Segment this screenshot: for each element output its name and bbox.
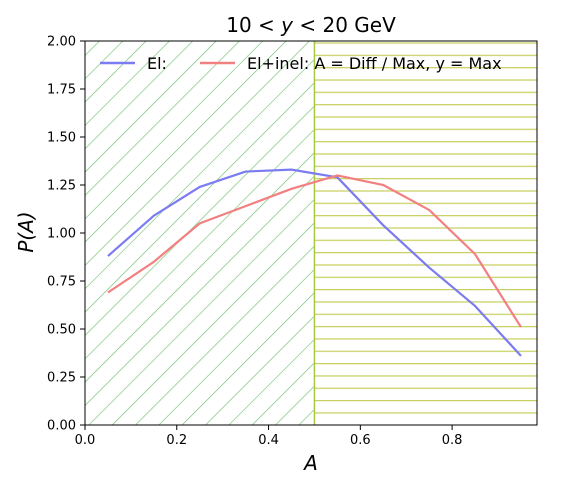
x-tick-label: 0.0 (75, 433, 96, 448)
x-axis: 0.0 0.2 0.4 0.6 0.8 (75, 425, 463, 448)
legend: El: El+inel: A = Diff / Max, y = Max (100, 54, 502, 73)
y-axis: 0.00 0.25 0.50 0.75 1.00 1.25 1.50 1.75 2.00 (47, 35, 85, 434)
y-tick-label: 0.75 (47, 275, 76, 290)
series-line-2 (107, 174, 522, 328)
series-layer (107, 168, 522, 357)
hatched-regions (85, 41, 537, 425)
series-line-1 (107, 168, 522, 357)
x-tick-label: 0.4 (258, 433, 279, 448)
x-axis-label: A (302, 451, 318, 475)
chart-title: 10 < y < 20 GeV (226, 13, 396, 37)
y-tick-label: 2.00 (47, 35, 76, 50)
region-horizontal (314, 41, 537, 425)
region-diagonal (85, 41, 315, 425)
y-tick-label: 0.50 (47, 323, 76, 338)
y-axis-label: P(A) (14, 211, 38, 252)
legend-label-1: El: (147, 54, 167, 73)
legend-label-2: El+inel: A = Diff / Max, y = Max (247, 54, 502, 73)
x-tick-label: 0.8 (442, 433, 463, 448)
y-tick-label: 0.25 (47, 371, 76, 386)
y-tick-label: 0.00 (47, 419, 76, 434)
y-tick-label: 1.75 (47, 83, 76, 98)
y-tick-label: 1.00 (47, 227, 76, 242)
x-tick-label: 0.6 (350, 433, 371, 448)
x-tick-label: 0.2 (166, 433, 187, 448)
y-tick-label: 1.50 (47, 131, 76, 146)
y-tick-label: 1.25 (47, 179, 76, 194)
